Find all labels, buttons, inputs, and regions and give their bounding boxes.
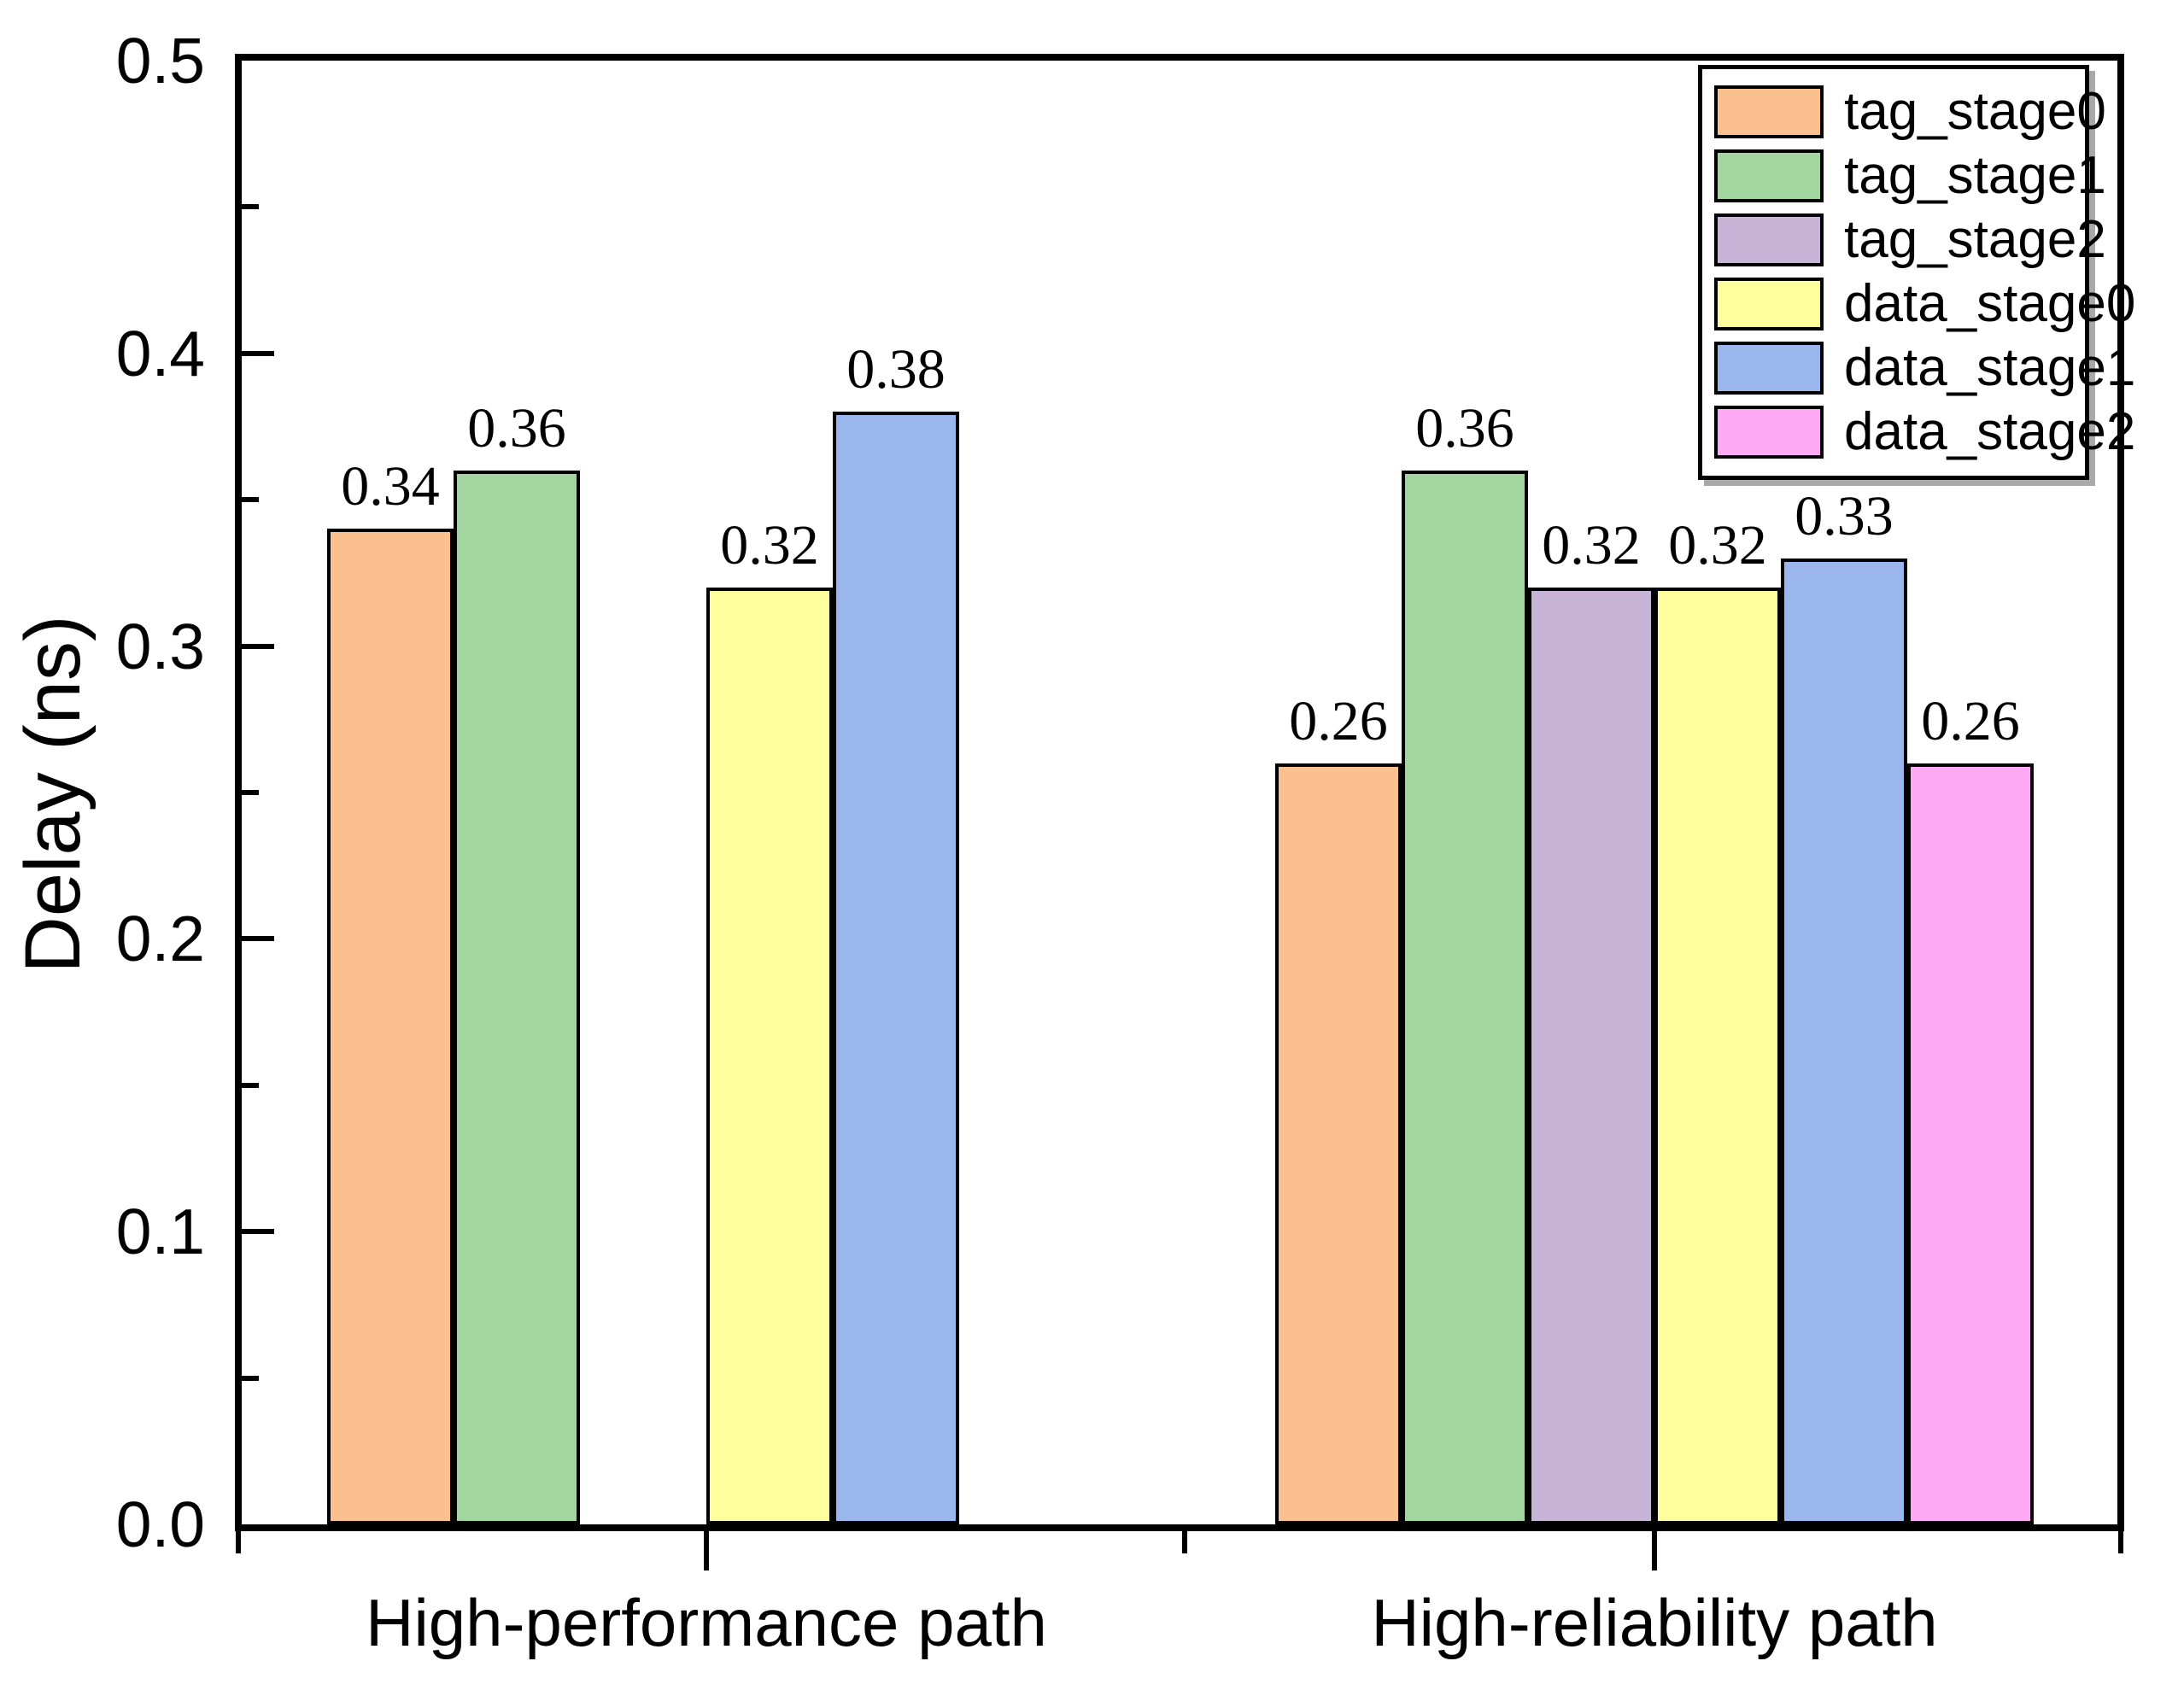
y-tick-label-0.4: 0.4 bbox=[115, 317, 205, 389]
x-minor-tick-0 bbox=[236, 1531, 241, 1553]
legend-item-data_stage0: data_stage0 bbox=[1714, 272, 2135, 336]
bar-data_stage1-category0 bbox=[833, 412, 959, 1524]
bar-value-label-tag_stage0-category1: 0.26 bbox=[1289, 689, 1388, 752]
legend-item-data_stage1: data_stage1 bbox=[1714, 336, 2135, 400]
y-tick-label-0.5: 0.5 bbox=[115, 25, 205, 97]
bar-value-label-data_stage1-category1: 0.33 bbox=[1795, 484, 1894, 547]
y-major-tick-0.2 bbox=[242, 936, 274, 942]
legend-label-tag_stage2: tag_stage2 bbox=[1844, 209, 2106, 269]
legend-item-tag_stage1: tag_stage1 bbox=[1714, 143, 2106, 208]
plot-inner: 0.34 0.26 0.36 0.36 0.32 0.32 0.32 0.38 0.33 0.26 bbox=[242, 61, 2117, 1524]
y-major-tick-0.1 bbox=[242, 1229, 274, 1235]
legend-swatch-tag_stage1 bbox=[1714, 149, 1824, 202]
legend-swatch-tag_stage0 bbox=[1714, 85, 1824, 138]
bar-data_stage2-category1 bbox=[1907, 763, 2034, 1524]
y-tick-label-0.1: 0.1 bbox=[115, 1196, 205, 1268]
bar-tag_stage2-category1 bbox=[1528, 588, 1654, 1524]
x-minor-tick-1 bbox=[1182, 1531, 1187, 1553]
bar-value-label-tag_stage0-category0: 0.34 bbox=[341, 455, 440, 518]
legend: tag_stage0 tag_stage1 tag_stage2 data_stage… bbox=[1698, 65, 2135, 480]
y-minor-tick-0.35 bbox=[242, 497, 259, 503]
y-minor-tick-0.45 bbox=[242, 204, 259, 210]
y-tick-label-0.2: 0.2 bbox=[115, 903, 205, 975]
legend-label-tag_stage1: tag_stage1 bbox=[1844, 145, 2106, 205]
bar-tag_stage0-category1 bbox=[1275, 763, 1402, 1524]
legend-label-tag_stage0: tag_stage0 bbox=[1844, 81, 2106, 141]
legend-label-data_stage2: data_stage2 bbox=[1844, 401, 2136, 461]
bar-value-label-data_stage0-category0: 0.32 bbox=[720, 514, 819, 577]
bar-value-label-tag_stage1-category1: 0.36 bbox=[1415, 396, 1514, 459]
y-major-tick-0.4 bbox=[242, 350, 274, 356]
legend-item-tag_stage2: tag_stage2 bbox=[1714, 208, 2106, 272]
bar-value-label-tag_stage1-category0: 0.36 bbox=[467, 396, 566, 459]
bar-data_stage1-category1 bbox=[1781, 558, 1907, 1524]
legend-item-tag_stage0: tag_stage0 bbox=[1714, 79, 2106, 143]
bar-value-label-data_stage2-category1: 0.26 bbox=[1921, 689, 2020, 752]
legend-items: tag_stage0 tag_stage1 tag_stage2 data_stage… bbox=[1714, 79, 2135, 464]
legend-item-data_stage2: data_stage2 bbox=[1714, 400, 2135, 464]
legend-swatch-tag_stage2 bbox=[1714, 213, 1824, 266]
y-axis-title: Delay (ns) bbox=[9, 615, 97, 974]
bar-tag_stage1-category0 bbox=[454, 470, 580, 1524]
bar-tag_stage1-category1 bbox=[1402, 470, 1528, 1524]
y-minor-tick-0.05 bbox=[242, 1375, 259, 1381]
y-minor-tick-0.25 bbox=[242, 790, 259, 795]
x-minor-tick-2 bbox=[2118, 1531, 2123, 1553]
category-label-high-reliability-path: High-reliability path bbox=[1371, 1585, 1938, 1660]
legend-swatch-data_stage1 bbox=[1714, 341, 1824, 395]
bar-value-label-data_stage1-category0: 0.38 bbox=[846, 338, 946, 401]
legend-swatch-data_stage0 bbox=[1714, 277, 1824, 330]
category-label-high-performance-path: High-performance path bbox=[366, 1585, 1047, 1660]
y-major-tick-0.3 bbox=[242, 643, 274, 649]
bar-value-label-data_stage0-category1: 0.32 bbox=[1668, 514, 1767, 577]
x-major-tick-category0 bbox=[704, 1531, 709, 1570]
legend-label-data_stage1: data_stage1 bbox=[1844, 337, 2136, 397]
bar-data_stage0-category1 bbox=[1654, 588, 1781, 1524]
y-tick-label-0.0: 0.0 bbox=[115, 1489, 205, 1560]
bar-value-label-tag_stage2-category1: 0.32 bbox=[1542, 514, 1641, 577]
bar-data_stage0-category0 bbox=[706, 588, 833, 1524]
y-tick-label-0.3: 0.3 bbox=[115, 610, 205, 682]
x-major-tick-category1 bbox=[1652, 1531, 1657, 1570]
legend-label-data_stage0: data_stage0 bbox=[1844, 273, 2136, 333]
y-minor-tick-0.15 bbox=[242, 1082, 259, 1088]
legend-swatch-data_stage2 bbox=[1714, 405, 1824, 459]
bar-tag_stage0-category0 bbox=[327, 529, 454, 1524]
